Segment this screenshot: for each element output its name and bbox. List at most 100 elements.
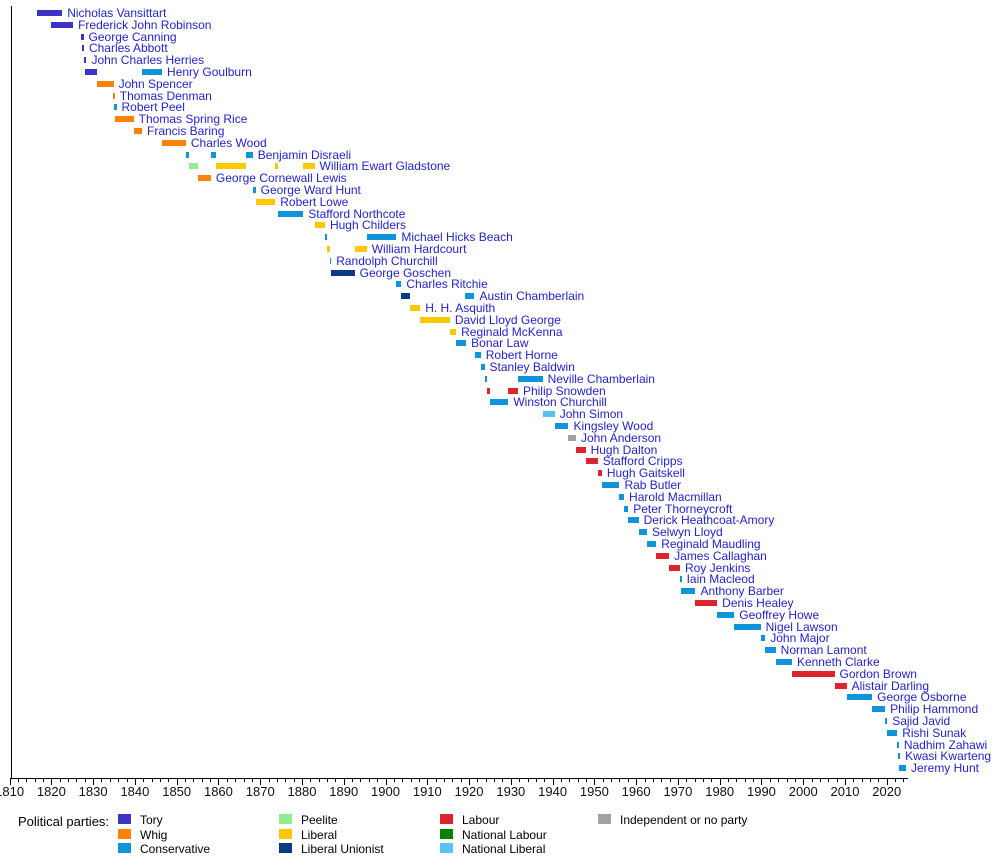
person-label[interactable]: Hugh Gaitskell [606,466,685,481]
person-label[interactable]: Kenneth Clarke [796,655,880,669]
person-label[interactable]: Neville Chamberlain [547,371,655,386]
person-label[interactable]: Nadhim Zahawi [903,737,988,752]
person-label[interactable]: Nigel Lawson [765,619,838,634]
tick-label: 1940 [538,784,568,799]
person-label[interactable]: Rab Butler [624,478,682,492]
person-label[interactable]: Selwyn Lloyd [652,525,723,540]
person-label[interactable]: Nicholas Vansittart [67,6,167,20]
person-label[interactable]: Gordon Brown [839,666,917,681]
person-label[interactable]: Alistair Darling [851,678,930,693]
tenure-bar [899,765,906,772]
person-label[interactable]: Thomas Denman [119,88,212,103]
person-label[interactable]: John Simon [559,407,624,422]
person-label[interactable]: Winston Churchill [513,395,607,410]
person-label[interactable]: Kingsley Wood [573,419,654,433]
person-label[interactable]: Randolph Churchill [336,253,438,268]
person-label[interactable]: Norman Lamont [780,643,867,658]
legend-swatch-tory [118,814,131,824]
tenure-bar [647,541,657,547]
tick-label: 1860 [203,784,233,799]
person-label[interactable]: Michael Hicks Beach [401,230,513,245]
person-label[interactable]: George Canning [88,29,177,44]
person-label[interactable]: John Anderson [581,430,662,445]
tenure-bar [210,151,217,158]
axis-tick [728,778,730,782]
person-label[interactable]: William Ewart Gladstone [319,159,451,174]
tenure-bar [162,139,186,146]
person-label[interactable]: John Major [770,631,830,646]
person-label[interactable]: Frederick John Robinson [78,17,212,32]
person-label[interactable]: H. H. Asquith [425,301,496,315]
person-label[interactable]: Francis Baring [147,124,225,138]
person-label[interactable]: Anthony Barber [700,584,784,599]
axis-tick [143,778,145,782]
person-label[interactable]: Stanley Baldwin [489,360,575,374]
person-label[interactable]: Philip Snowden [522,383,606,398]
person-label[interactable]: Geoffrey Howe [739,607,820,622]
axis-tick [502,778,504,782]
tenure-bar [37,10,63,16]
tenure-bar [366,234,397,241]
person-label[interactable]: Reginald McKenna [461,324,563,339]
person-label[interactable]: Harold Macmillan [629,489,722,504]
person-label[interactable]: Charles Wood [190,135,267,150]
person-label[interactable]: Hugh Dalton [590,442,658,457]
person-label[interactable]: Austin Chamberlain [479,289,585,304]
person-label[interactable]: Jeremy Hunt [910,761,979,776]
person-label[interactable]: Robert Peel [121,100,185,115]
axis-tick [168,778,170,782]
person-label[interactable]: Rishi Sunak [902,725,967,740]
legend-label-natlib: National Liberal [462,842,546,857]
tenure-bar [484,375,487,382]
person-label[interactable]: John Charles Herries [91,53,205,68]
tick-label: 1810 [0,784,25,799]
person-label[interactable]: Peter Thorneycroft [633,501,733,516]
person-label[interactable]: Iain Macleod [686,572,755,587]
person-label[interactable]: John Spencer [118,76,193,91]
person-label[interactable]: George Cornewall Lewis [215,171,347,186]
person-label[interactable]: Charles Ritchie [406,277,488,292]
person-label[interactable]: Philip Hammond [890,702,979,717]
person-label[interactable]: Henry Goulburn [167,65,252,79]
person-label[interactable]: George Osborne [877,690,967,705]
person-label[interactable]: Robert Horne [485,348,558,363]
tenure-bar [568,434,576,441]
person-label[interactable]: Hugh Childers [329,218,406,233]
person-label[interactable]: Robert Lowe [280,194,349,209]
person-label[interactable]: Denis Healey [722,596,794,610]
person-label[interactable]: Stafford Northcote [308,206,406,221]
tenure-bar [245,151,253,158]
axis-tick [176,778,178,785]
person-label[interactable]: Benjamin Disraeli [257,147,352,162]
tenure-bar [576,446,586,453]
axis-tick [235,778,237,782]
person-label[interactable]: James Callaghan [674,548,767,563]
legend-swatch-peelite [279,814,292,824]
tenure-bar [185,151,190,158]
y-axis-line [11,6,13,778]
person-label[interactable]: Thomas Spring Rice [138,112,248,127]
axis-tick [134,778,136,785]
tick-label: 1820 [36,784,66,799]
person-label[interactable]: George Goschen [359,265,451,280]
axis-tick [427,778,429,785]
person-label[interactable]: Stafford Cripps [602,454,683,469]
legend-label-lab: Labour [462,813,500,827]
person-label[interactable]: David Lloyd George [454,312,561,327]
person-label[interactable]: Roy Jenkins [685,560,751,575]
person-label[interactable]: George Ward Hunt [260,183,361,197]
person-label[interactable]: Sajid Javid [892,714,951,728]
person-label[interactable]: Reginald Maudling [661,537,761,551]
person-label[interactable]: Bonar Law [471,336,529,351]
axis-tick [210,778,212,782]
legend-swatch-con [118,843,131,854]
person-label[interactable]: Derick Heathcoat-Amory [643,513,775,528]
person-label[interactable]: Kwasi Kwarteng [905,749,992,764]
person-label[interactable]: Charles Abbott [88,41,168,56]
axis-tick [619,778,621,782]
axis-tick [352,778,354,782]
axis-tick [59,778,61,782]
person-label[interactable]: William Hardcourt [371,242,467,256]
tenure-bar [255,198,276,205]
axis-tick [9,778,11,785]
